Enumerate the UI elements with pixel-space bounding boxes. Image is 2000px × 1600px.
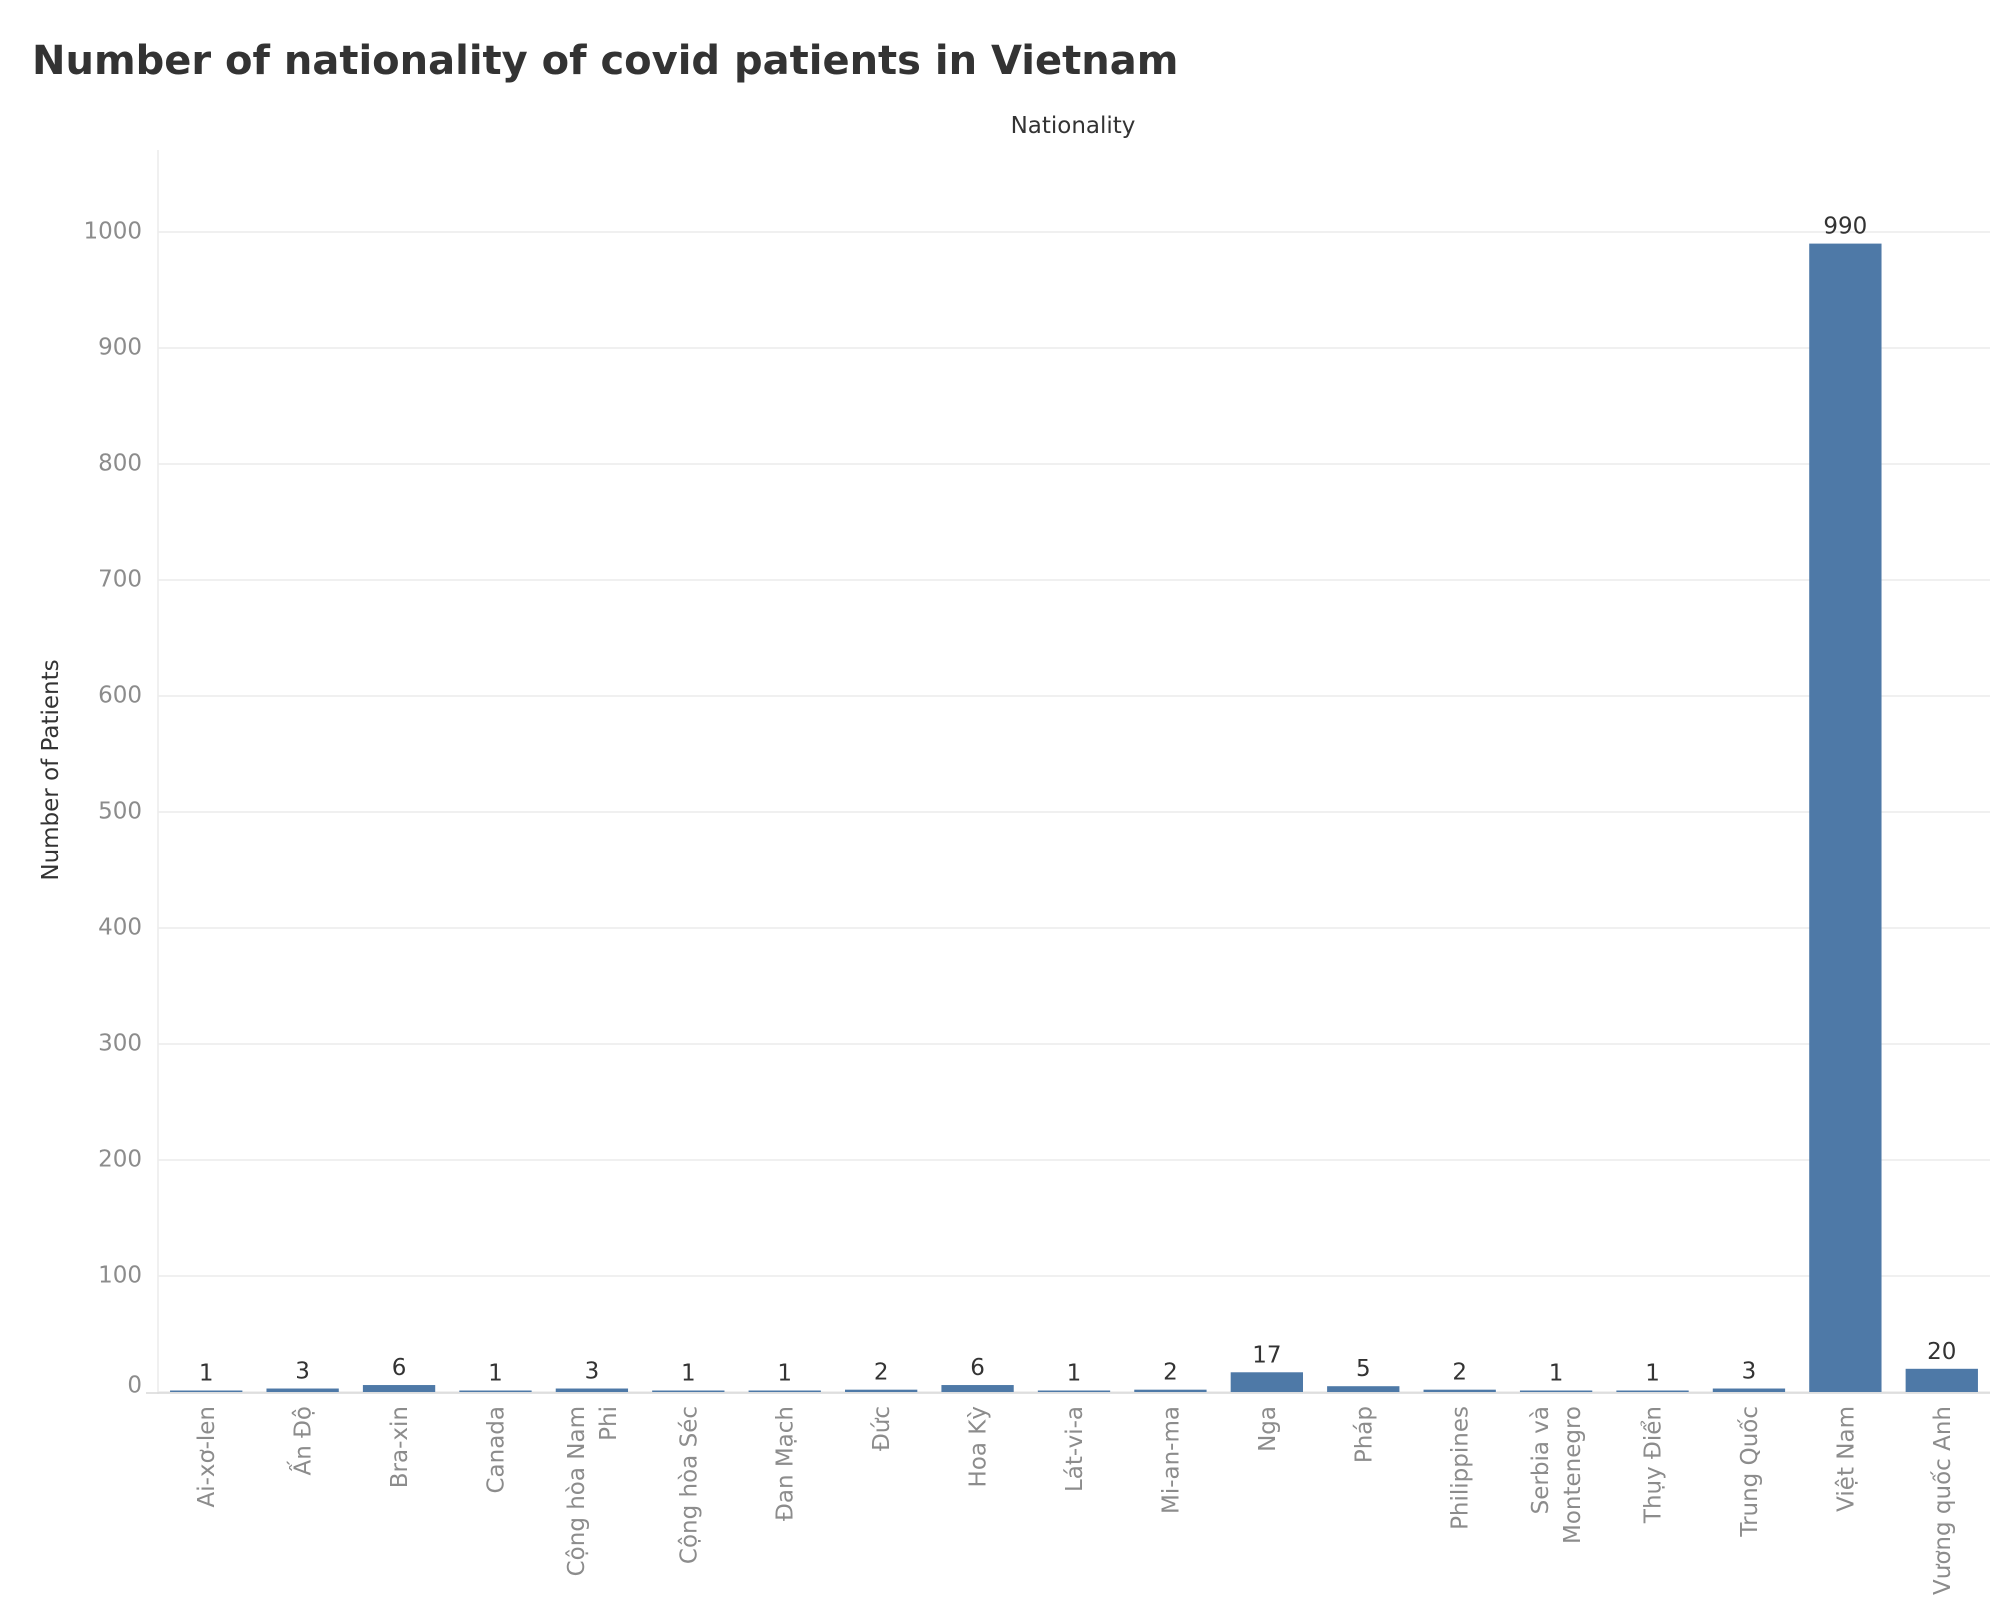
bar <box>1037 1390 1111 1392</box>
bar <box>362 1385 436 1392</box>
x-tick-label: Philippines <box>1448 1406 1474 1530</box>
x-tick-label-line: Nga <box>1255 1406 1281 1452</box>
x-tick-label: Ấn Độ <box>287 1406 317 1476</box>
y-tick-label: 600 <box>98 683 142 709</box>
data-label: 1 <box>199 1361 214 1387</box>
x-tick-label-line: Bra-xin <box>387 1406 413 1488</box>
bar <box>1327 1386 1400 1392</box>
data-label: 20 <box>1927 1339 1956 1365</box>
x-tick-label-line: Đức <box>869 1406 895 1451</box>
data-label: 6 <box>970 1355 985 1381</box>
x-tick-label-line: Cộng hòa Nam <box>564 1406 590 1576</box>
x-tick-label-line: Trung Quốc <box>1737 1406 1763 1538</box>
bar <box>1134 1389 1207 1392</box>
x-tick-label: Việt Nam <box>1833 1406 1859 1512</box>
x-tick-label-line: Cộng hòa Séc <box>676 1406 702 1564</box>
bar <box>555 1388 629 1392</box>
x-tick-label: Đức <box>869 1406 895 1451</box>
bar <box>459 1390 532 1392</box>
x-tick-label: Thụy Điển <box>1641 1406 1667 1524</box>
x-tick-label: Hoa Kỳ <box>966 1406 992 1487</box>
x-tick-label-line: Việt Nam <box>1833 1406 1859 1512</box>
data-label: 990 <box>1823 214 1867 240</box>
x-tick-label: Canada <box>483 1406 509 1494</box>
x-tick-label-line: Đan Mạch <box>773 1406 799 1521</box>
x-tick-label-line: Serbia và <box>1528 1406 1554 1514</box>
x-tick-label-line: Pháp <box>1351 1406 1377 1463</box>
data-label: 1 <box>681 1361 696 1387</box>
data-label: 3 <box>1742 1359 1757 1385</box>
x-tick-label-line: Thụy Điển <box>1641 1406 1667 1524</box>
x-tick-label-line: Canada <box>483 1406 509 1494</box>
bar <box>845 1389 918 1392</box>
y-tick-label: 100 <box>98 1263 142 1289</box>
data-label: 3 <box>295 1359 310 1385</box>
data-label: 5 <box>1356 1356 1371 1382</box>
x-tick-label-line: Ai-xơ-len <box>194 1406 220 1508</box>
bar <box>1809 243 1882 1393</box>
data-label: 17 <box>1252 1342 1281 1368</box>
x-tick-label: Lát-vi-a <box>1062 1406 1088 1492</box>
data-label: 2 <box>1163 1360 1178 1386</box>
data-label: 1 <box>1645 1361 1660 1387</box>
y-tick-label: 0 <box>127 1373 142 1399</box>
data-label: 1 <box>1549 1361 1564 1387</box>
bar <box>1230 1372 1303 1392</box>
bar <box>170 1390 243 1392</box>
y-tick-label: 800 <box>98 451 142 477</box>
y-tick-label: 200 <box>98 1147 142 1173</box>
x-tick-label-line: Vương quốc Anh <box>1930 1406 1956 1595</box>
data-label: 2 <box>1452 1360 1467 1386</box>
data-label: 6 <box>392 1355 407 1381</box>
x-tick-label: Ai-xơ-len <box>194 1406 220 1508</box>
y-tick-label: 400 <box>98 915 142 941</box>
bar <box>1423 1389 1496 1392</box>
data-label: 1 <box>1067 1361 1082 1387</box>
x-tick-label: Pháp <box>1351 1406 1377 1463</box>
y-axis-title: Number of Patients <box>38 659 64 880</box>
x-tick-label: Bra-xin <box>387 1406 413 1488</box>
y-tick-label: 700 <box>98 567 142 593</box>
chart-title: Number of nationality of covid patients … <box>32 38 1179 84</box>
bar <box>1616 1390 1689 1392</box>
x-tick-label: Vương quốc Anh <box>1930 1406 1956 1595</box>
x-tick-label: Serbia và Montenegro <box>1528 1406 1586 1544</box>
bar <box>1712 1388 1786 1392</box>
bar <box>748 1390 821 1392</box>
x-tick-label-line: Philippines <box>1448 1406 1474 1530</box>
x-tick-label: Cộng hòa Séc <box>676 1406 702 1564</box>
x-tick-label: Đan Mạch <box>773 1406 799 1521</box>
bar <box>266 1388 339 1392</box>
bar <box>941 1385 1014 1392</box>
bar <box>1519 1390 1593 1392</box>
data-label: 3 <box>585 1359 600 1385</box>
data-label: 1 <box>488 1361 503 1387</box>
x-tick-label-line: Ấn Độ <box>287 1406 317 1476</box>
y-tick-label: 900 <box>98 335 142 361</box>
data-label: 1 <box>777 1361 792 1387</box>
x-tick-label: Trung Quốc <box>1737 1406 1763 1538</box>
bar <box>1905 1368 1978 1392</box>
y-tick-label: 1000 <box>83 219 142 245</box>
x-tick-label-line: Phi <box>596 1406 622 1441</box>
x-tick-label-line: Mi-an-ma <box>1158 1406 1184 1514</box>
y-tick-label: 500 <box>98 799 142 825</box>
x-tick-label: Nga <box>1255 1406 1281 1452</box>
x-tick-label-line: Hoa Kỳ <box>966 1406 992 1487</box>
x-tick-label-line: Montenegro <box>1560 1406 1586 1544</box>
x-tick-label: Cộng hòa Nam Phi <box>564 1406 622 1576</box>
x-tick-label-line: Lát-vi-a <box>1062 1406 1088 1492</box>
x-axis-title: Nationality <box>1011 113 1136 139</box>
y-tick-label: 300 <box>98 1031 142 1057</box>
x-tick-label: Mi-an-ma <box>1158 1406 1184 1514</box>
bar <box>652 1390 725 1392</box>
data-label: 2 <box>874 1360 889 1386</box>
